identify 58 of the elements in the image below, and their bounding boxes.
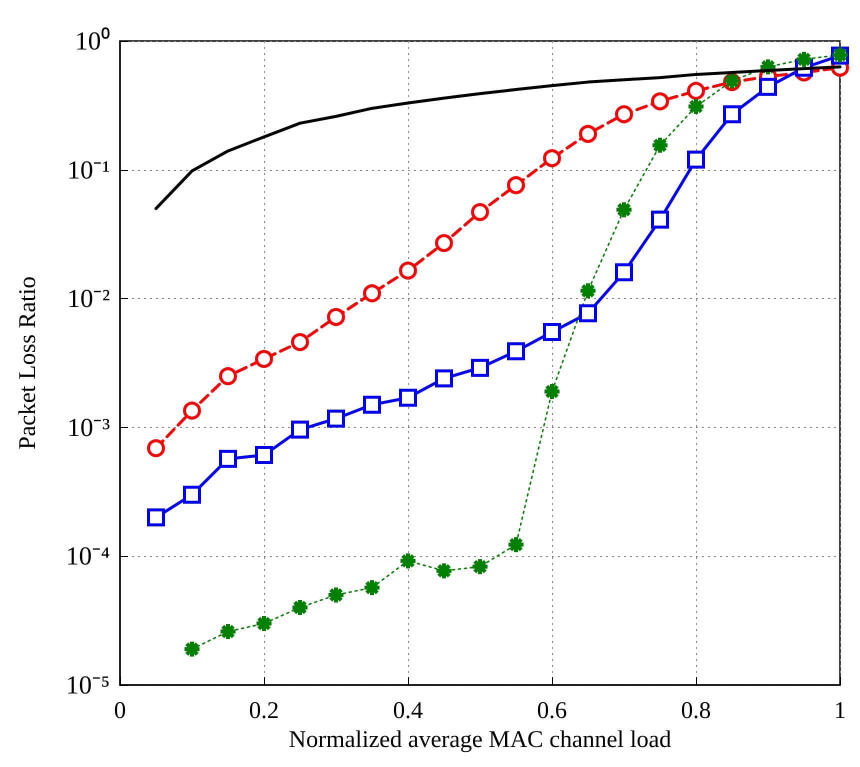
point	[687, 82, 705, 100]
point	[362, 578, 382, 598]
point	[219, 367, 237, 386]
x-tick-label: 0.6	[537, 698, 567, 724]
point	[471, 203, 489, 222]
point	[399, 388, 417, 407]
y-tick-label: 10⁻⁵	[66, 670, 110, 700]
point	[543, 323, 561, 342]
point	[615, 105, 633, 124]
point	[147, 508, 165, 526]
point	[255, 350, 273, 368]
point	[507, 342, 525, 360]
point	[470, 557, 490, 576]
point	[794, 50, 814, 69]
point	[651, 210, 669, 229]
point	[327, 410, 345, 428]
x-tick-label: 0.2	[249, 698, 279, 724]
point	[723, 105, 741, 124]
point	[759, 78, 777, 96]
point	[650, 136, 670, 155]
point	[615, 263, 633, 282]
y-tick-label: 10⁻²	[67, 284, 110, 314]
point	[507, 176, 525, 194]
point	[435, 369, 453, 388]
point	[471, 358, 489, 377]
point	[398, 551, 418, 570]
point	[399, 262, 417, 280]
point	[182, 640, 202, 659]
point	[435, 234, 453, 252]
y-tick-label: 10⁻¹	[67, 155, 110, 184]
point	[183, 486, 201, 504]
point	[579, 304, 597, 322]
point	[219, 450, 237, 468]
y-tick-label: 10⁰	[75, 26, 110, 56]
x-tick-label: 0.8	[681, 698, 711, 724]
point	[255, 446, 273, 464]
point	[147, 439, 165, 458]
y-axis-title: Packet Loss Ratio	[15, 276, 41, 450]
point	[291, 333, 309, 352]
point	[543, 149, 561, 168]
point	[651, 92, 669, 110]
point	[579, 124, 597, 143]
y-tick-label: 10⁻⁴	[66, 542, 110, 571]
point	[578, 281, 598, 300]
point	[291, 420, 309, 439]
x-tick-label: 0.4	[393, 698, 423, 724]
point	[687, 150, 705, 169]
point	[506, 535, 526, 554]
point	[183, 402, 201, 420]
x-tick-label: 0	[114, 698, 126, 724]
point	[327, 308, 345, 326]
point	[614, 200, 634, 220]
x-tick-label: 1	[834, 698, 846, 724]
point	[434, 561, 454, 580]
y-tick-label: 10⁻³	[67, 412, 110, 442]
point	[363, 396, 381, 414]
x-axis-title: Normalized average MAC channel load	[288, 726, 672, 753]
point	[363, 284, 381, 302]
